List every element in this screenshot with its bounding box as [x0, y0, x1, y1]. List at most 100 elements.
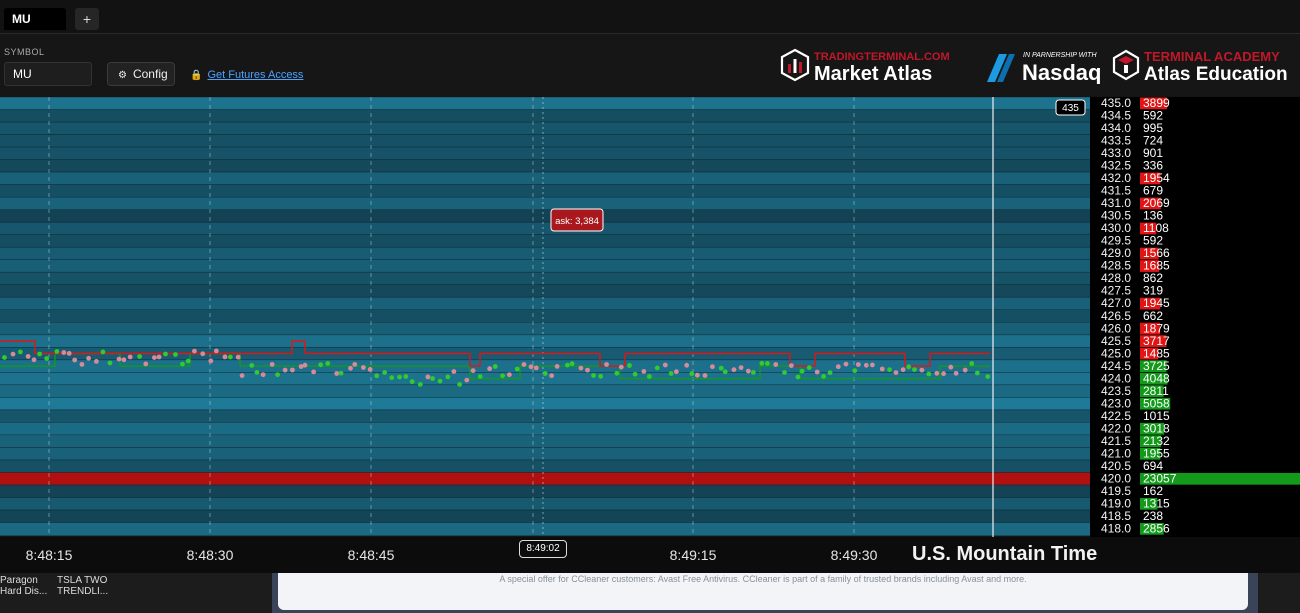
ask-tooltip-text: ask: 3,384	[555, 216, 599, 227]
trade-buy-dot	[44, 356, 50, 361]
heatmap-row	[0, 97, 1090, 111]
trade-buy-dot	[750, 370, 756, 375]
taskbar-item-paragon[interactable]: Paragon Hard Dis...	[0, 575, 47, 597]
futures-access-link[interactable]: 🔒 Get Futures Access	[190, 69, 303, 81]
trade-sell-dot	[684, 362, 690, 368]
trade-sell-dot	[311, 369, 317, 375]
trade-sell-dot	[367, 367, 373, 372]
ladder-price-label: 433.0	[1101, 146, 1131, 160]
trade-buy-dot	[718, 365, 724, 371]
trade-buy-dot	[403, 374, 409, 379]
ladder-size-label: 1015	[1143, 409, 1170, 423]
trade-buy-dot	[227, 354, 233, 360]
ladder-price-label: 428.5	[1101, 259, 1131, 273]
ladder-size-label: 1485	[1143, 346, 1170, 360]
ladder-size-label: 1685	[1143, 259, 1170, 273]
trade-sell-dot	[731, 367, 737, 373]
ladder-price-label: 425.5	[1101, 334, 1131, 348]
trade-buy-dot	[614, 370, 620, 376]
heatmap-row	[0, 272, 1090, 286]
add-tab-button[interactable]: +	[75, 8, 99, 30]
heatmap-row	[0, 459, 1090, 474]
trade-buy-dot	[107, 360, 113, 366]
trade-buy-dot	[821, 374, 826, 379]
trade-sell-dot	[235, 354, 241, 360]
ladder-size-label: 995	[1143, 121, 1163, 135]
ladder-price-label: 422.5	[1101, 409, 1131, 423]
trade-sell-dot	[200, 351, 206, 357]
ladder-size-bar	[1140, 197, 1161, 210]
trade-sell-dot	[302, 362, 308, 368]
heatmap-row	[0, 122, 1090, 136]
ladder-size-label: 336	[1143, 159, 1163, 173]
ladder-price-label: 434.0	[1101, 121, 1131, 135]
tab-mu[interactable]: MU	[4, 8, 66, 30]
trade-buy-dot	[500, 373, 505, 379]
ladder-size-label: 3899	[1143, 97, 1170, 110]
trade-buy-dot	[722, 369, 728, 375]
market-atlas-top: TRADINGTERMINAL.COM	[814, 51, 950, 63]
trade-sell-dot	[10, 351, 16, 357]
order-book-heatmap-chart[interactable]: 435 ask: 3,384 435.0 3899 434.5 592 434.0 995…	[0, 97, 1300, 537]
ladder-size-label: 3018	[1143, 421, 1170, 435]
trade-sell-dot	[533, 365, 539, 371]
heatmap-row	[0, 384, 1090, 398]
trade-buy-dot	[382, 370, 388, 375]
trade-buy-dot	[565, 362, 570, 368]
heatmap-row	[0, 209, 1090, 223]
ladder-price-label: 424.5	[1101, 359, 1131, 373]
ladder-size-label: 724	[1143, 134, 1163, 148]
ladder-price-label: 422.0	[1101, 421, 1131, 435]
trade-buy-dot	[806, 365, 812, 370]
trade-buy-dot	[646, 374, 652, 379]
ladder-price-label: 419.0	[1101, 496, 1131, 510]
trade-sell-dot	[352, 362, 358, 367]
ladder-price-label: 432.0	[1101, 171, 1131, 185]
ask-tooltip: ask: 3,384	[550, 208, 604, 232]
trade-buy-dot	[185, 358, 191, 364]
trade-buy-dot	[887, 367, 892, 372]
trade-sell-dot	[855, 362, 861, 367]
heatmap-row	[0, 222, 1090, 236]
taskbar-item-tsla[interactable]: TSLA TWO TRENDLI...	[57, 575, 108, 597]
trade-sell-dot	[941, 371, 946, 377]
trade-sell-dot	[585, 367, 590, 373]
ladder-size-bar	[1140, 322, 1160, 335]
trade-sell-dot	[222, 354, 228, 360]
trade-sell-dot	[192, 348, 197, 354]
ladder-price-label: 421.0	[1101, 446, 1131, 460]
heatmap-row	[0, 284, 1090, 298]
trade-buy-dot	[782, 370, 787, 375]
trade-sell-dot	[953, 370, 959, 376]
trade-sell-dot	[900, 367, 906, 373]
ladder-size-label: 238	[1143, 509, 1163, 523]
trade-buy-dot	[759, 360, 765, 366]
trade-sell-dot	[604, 362, 609, 367]
academy-text: Atlas Education	[1144, 64, 1288, 84]
trade-buy-dot	[654, 365, 660, 371]
ladder-size-bar	[1140, 497, 1158, 510]
ladder-price-label: 423.0	[1101, 396, 1131, 410]
trade-sell-dot	[31, 357, 37, 363]
trade-buy-dot	[37, 351, 43, 357]
config-button[interactable]: ⚙ Config	[107, 62, 175, 86]
trade-buy-dot	[799, 368, 805, 374]
trade-buy-dot	[163, 351, 168, 357]
heatmap-row	[0, 297, 1090, 311]
heatmap-row	[0, 472, 1090, 486]
trade-sell-dot	[25, 354, 31, 359]
symbol-input[interactable]: MU	[4, 62, 92, 86]
ad-banner[interactable]: A special offer for CCleaner customers: …	[278, 573, 1248, 610]
trade-buy-dot	[542, 371, 548, 376]
ladder-size-bar	[1140, 447, 1161, 460]
trade-buy-dot	[632, 371, 638, 377]
heatmap-row	[0, 109, 1090, 123]
trade-sell-dot	[773, 362, 779, 367]
trade-sell-dot	[618, 364, 624, 370]
heatmap-row	[0, 172, 1090, 186]
heatmap-row	[0, 147, 1090, 161]
ladder-price-label: 425.0	[1101, 346, 1131, 360]
trade-buy-dot	[906, 364, 912, 370]
trade-buy-dot	[598, 373, 604, 379]
ad-text: A special offer for CCleaner customers: …	[499, 574, 1027, 584]
